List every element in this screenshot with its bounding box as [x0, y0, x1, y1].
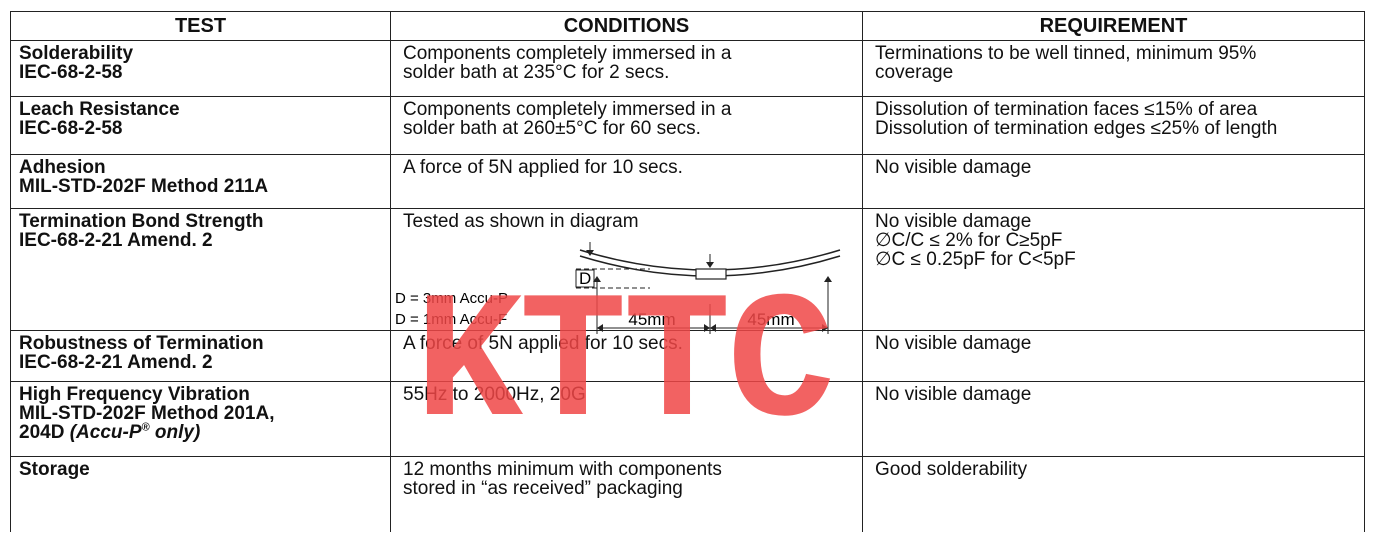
cell-line: 55Hz to 2000Hz, 20G: [403, 384, 586, 405]
cell-line: A force of 5N applied for 10 secs.: [403, 157, 683, 178]
requirement-cell: Dissolution of termination faces ≤15% of…: [862, 96, 1365, 155]
cell-line: IEC-68-2-21 Amend. 2: [19, 352, 213, 373]
cell-line: Components completely immersed in a: [403, 43, 732, 64]
cell-line: No visible damage: [875, 384, 1032, 405]
d-label: D: [579, 269, 591, 288]
diagram-note: D = 1mm Accu-F: [395, 311, 507, 328]
test-cell: High Frequency Vibration MIL-STD-202F Met…: [10, 381, 391, 457]
cell-line: MIL-STD-202F Method 211A: [19, 176, 269, 197]
cell-line: solder bath at 260±5°C for 60 secs.: [403, 118, 701, 139]
conditions-cell: 12 months minimum with components stored …: [390, 456, 863, 532]
cell-line: ∅C/C ≤ 2% for C≥5pF: [875, 230, 1063, 251]
header-row: TEST CONDITIONS REQUIREMENT: [10, 11, 1365, 41]
cell-line: Robustness of Termination: [19, 333, 264, 354]
header-cell: CONDITIONS: [390, 11, 863, 41]
test-cell: Adhesion MIL-STD-202F Method 211A: [10, 154, 391, 209]
cell-line: No visible damage: [875, 211, 1032, 232]
requirement-cell: No visible damage ∅C/C ≤ 2% for C≥5pF ∅C ≤…: [862, 208, 1365, 331]
header-cell: REQUIREMENT: [862, 11, 1365, 41]
table-row: Termination Bond Strength IEC-68-2-21 Ame…: [10, 208, 1365, 331]
test-cell: Leach Resistance IEC-68-2-58: [10, 96, 391, 155]
test-cell: Termination Bond Strength IEC-68-2-21 Ame…: [10, 208, 391, 331]
cell-line: No visible damage: [875, 157, 1032, 178]
conditions-cell: A force of 5N applied for 10 secs.: [390, 330, 863, 382]
cell-line: ∅C ≤ 0.25pF for C<5pF: [875, 249, 1076, 270]
cell-line: High Frequency Vibration: [19, 384, 250, 405]
cell-line: Storage: [19, 459, 90, 480]
test-cell: Solderability IEC-68-2-58: [10, 40, 391, 97]
requirement-cell: No visible damage: [862, 154, 1365, 209]
cell-line: 12 months minimum with components: [403, 459, 722, 480]
table-row: High Frequency Vibration MIL-STD-202F Met…: [10, 381, 1365, 457]
requirement-cell: No visible damage: [862, 381, 1365, 457]
conditions-cell: Components completely immersed in a solde…: [390, 96, 863, 155]
cell-text: only): [149, 422, 201, 443]
cell-line: solder bath at 235°C for 2 secs.: [403, 62, 670, 83]
table-row: Storage 12 months minimum with components…: [10, 456, 1365, 532]
cell-line: Adhesion: [19, 157, 106, 178]
test-cell: Storage: [10, 456, 391, 532]
conditions-cell: Components completely immersed in a solde…: [390, 40, 863, 97]
table-row: Leach Resistance IEC-68-2-58 Components co…: [10, 96, 1365, 155]
requirement-cell: Good solderability: [862, 456, 1365, 532]
requirement-cell: Terminations to be well tinned, minimum …: [862, 40, 1365, 97]
diagram-note: D = 3mm Accu-P: [395, 290, 508, 307]
cell-text: 204D: [19, 422, 65, 443]
cell-text: (Accu-P: [69, 422, 142, 443]
span-label: 45mm: [747, 310, 794, 329]
table-row: Adhesion MIL-STD-202F Method 211A A force …: [10, 154, 1365, 209]
requirement-cell: No visible damage: [862, 330, 1365, 382]
cell-line: Solderability: [19, 43, 134, 64]
header-cell: TEST: [10, 11, 391, 41]
table-row: Robustness of Termination IEC-68-2-21 Ame…: [10, 330, 1365, 382]
test-table: TEST CONDITIONS REQUIREMENT Solderabilit…: [10, 11, 1365, 532]
cell-line: stored in “as received” packaging: [403, 478, 683, 499]
conditions-cell: 55Hz to 2000Hz, 20G: [390, 381, 863, 457]
cell-line: 204D (Accu-P® only): [19, 422, 382, 443]
cell-line: MIL-STD-202F Method 201A,: [19, 403, 275, 424]
test-cell: Robustness of Termination IEC-68-2-21 Ame…: [10, 330, 391, 382]
superscript: ®: [141, 421, 150, 434]
span-label: 45mm: [628, 310, 675, 329]
cell-line: No visible damage: [875, 333, 1032, 354]
cell-line: IEC-68-2-58: [19, 62, 123, 83]
cell-line: IEC-68-2-58: [19, 118, 123, 139]
cell-line: IEC-68-2-21 Amend. 2: [19, 230, 213, 251]
cell-line: Components completely immersed in a: [403, 99, 732, 120]
bond-diagram: D D = 3mm Accu-P D = 1mm Accu-F 45mm 45m…: [395, 242, 841, 334]
cell-line: Tested as shown in diagram: [403, 211, 639, 232]
conditions-cell: A force of 5N applied for 10 secs.: [390, 154, 863, 209]
table-body: Solderability IEC-68-2-58 Components compl…: [10, 40, 1365, 532]
cell-line: A force of 5N applied for 10 secs.: [403, 333, 683, 354]
cell-line: Terminations to be well tinned, minimum …: [875, 43, 1257, 64]
table-row: Solderability IEC-68-2-58 Components compl…: [10, 40, 1365, 97]
cell-line: coverage: [875, 62, 954, 83]
cell-italic: (Accu-P® only): [70, 422, 201, 443]
cell-line: Termination Bond Strength: [19, 211, 264, 232]
cell-line: Good solderability: [875, 459, 1028, 480]
cell-line: Leach Resistance: [19, 99, 180, 120]
cell-line: Dissolution of termination faces ≤15% of…: [875, 99, 1258, 120]
cell-line: Dissolution of termination edges ≤25% of…: [875, 118, 1278, 139]
